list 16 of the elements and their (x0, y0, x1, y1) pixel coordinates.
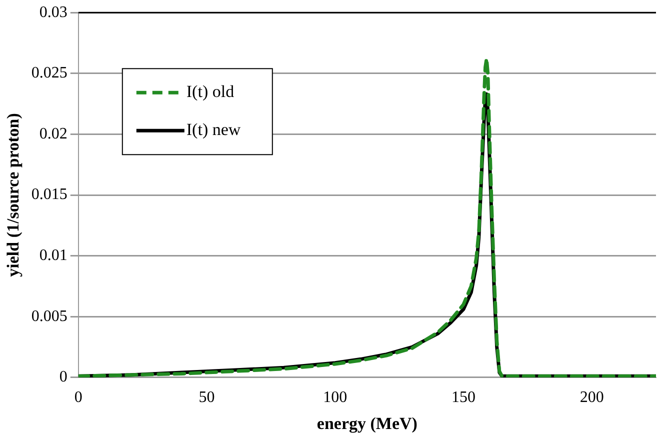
legend-label: I(t) old (186, 82, 235, 102)
y-tick-label: 0 (59, 368, 68, 386)
y-tick-label: 0.015 (31, 186, 68, 204)
x-tick-label: 200 (580, 389, 604, 406)
x-tick-label: 50 (198, 389, 215, 406)
x-tick-label: 0 (74, 389, 82, 406)
legend-label: I(t) new (186, 120, 242, 140)
x-tick-label: 150 (451, 389, 476, 406)
y-tick-label: 0.005 (31, 308, 68, 325)
x-axis-title: energy (MeV) (316, 414, 418, 434)
y-tick-label: 0.01 (39, 247, 68, 264)
x-tick-label: 100 (323, 389, 348, 406)
y-tick-label: 0.02 (39, 125, 68, 142)
y-tick-label: 0.03 (39, 4, 68, 21)
y-tick-label: 0.025 (31, 64, 68, 82)
y-axis-title: yield (1/source proton) (4, 113, 23, 277)
